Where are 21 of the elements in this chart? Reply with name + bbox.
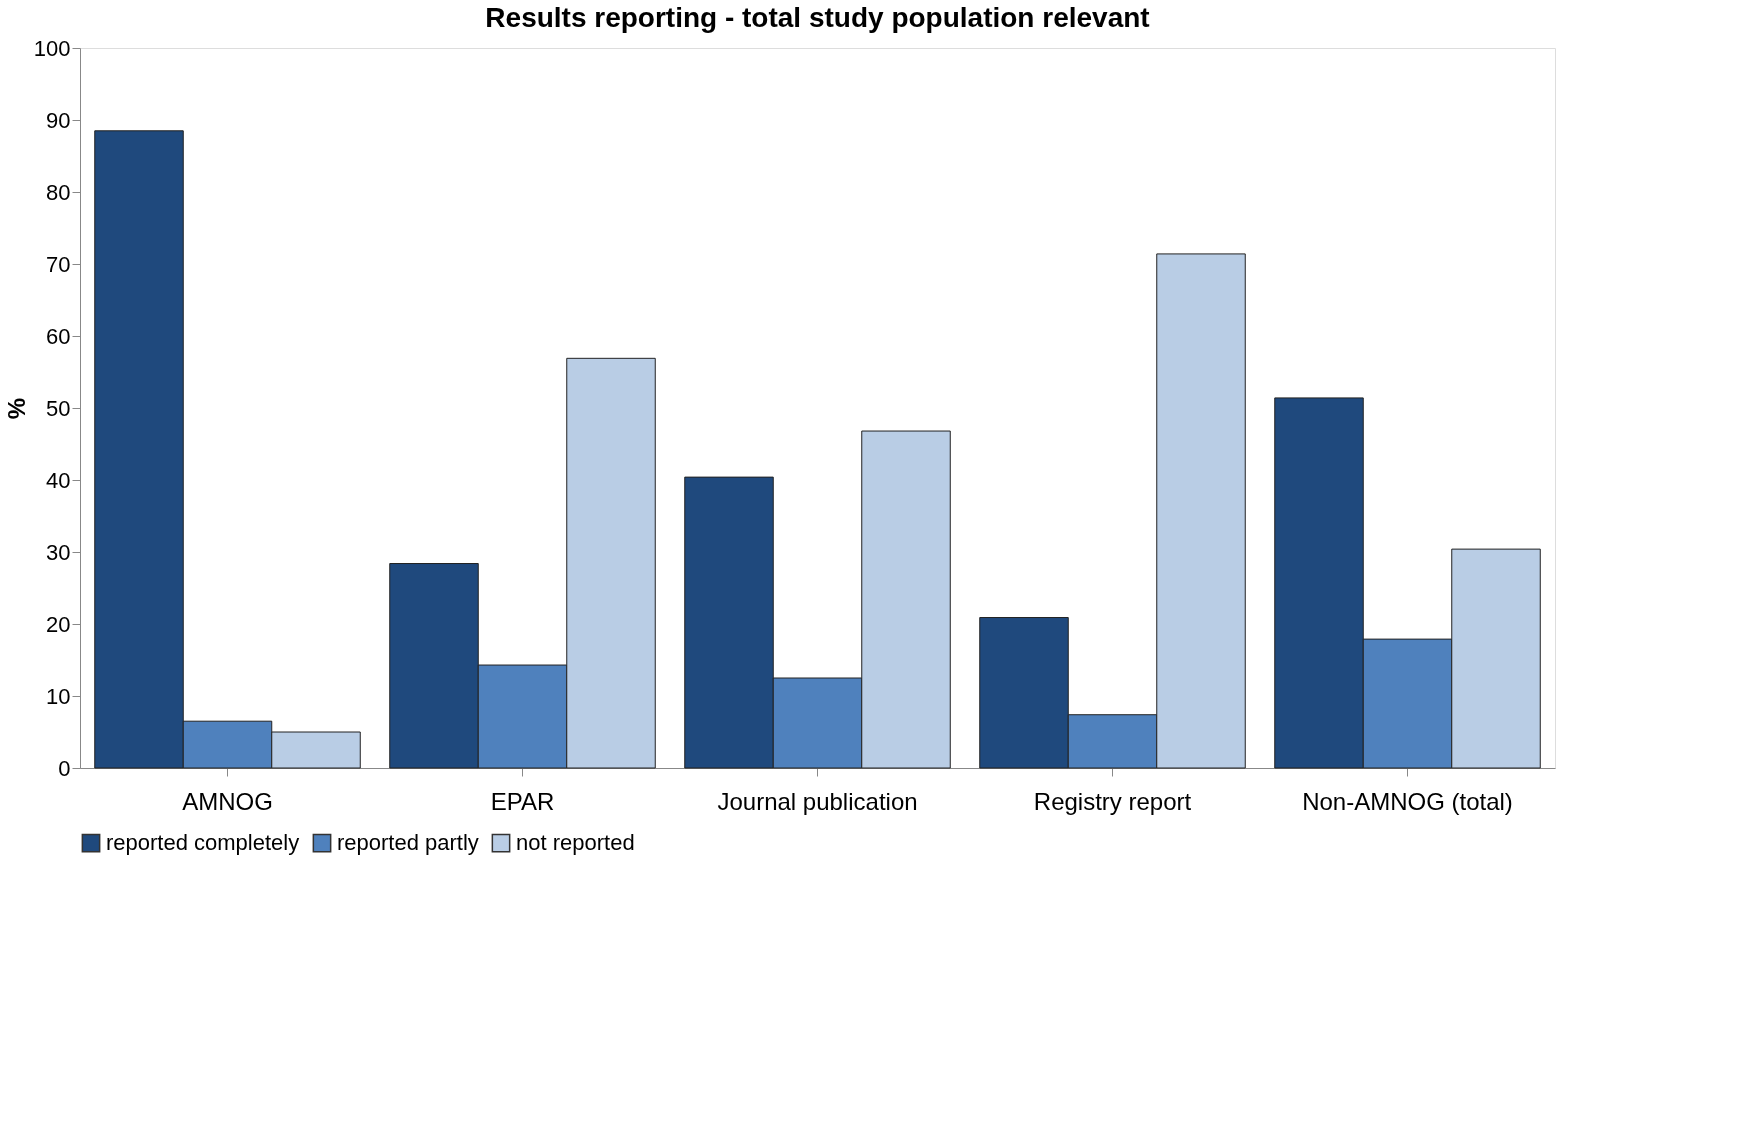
y-tick-label: 60	[46, 323, 71, 349]
legend-label: reported partly	[337, 830, 479, 856]
x-tick-label: EPAR	[490, 787, 555, 815]
y-tick-label: 20	[46, 611, 71, 637]
y-tick-label: 90	[46, 107, 71, 133]
y-tick-label: 70	[46, 251, 71, 277]
x-tick-label: Registry report	[1033, 787, 1192, 815]
x-tick-label: Journal publication	[717, 787, 918, 815]
y-tick-label: 30	[46, 539, 71, 565]
legend-label: not reported	[516, 830, 635, 856]
legend-label: reported completely	[106, 830, 300, 856]
y-tick-label: 100	[33, 35, 71, 61]
chart-title: Results reporting - total study population relevant	[485, 2, 1150, 33]
x-tick-label: AMNOG	[182, 787, 273, 815]
y-tick-label: 40	[46, 467, 71, 493]
y-axis-title: %	[2, 397, 30, 420]
y-tick-label: 0	[58, 755, 71, 781]
y-tick-label: 80	[46, 179, 71, 205]
y-tick-label: 10	[46, 683, 71, 709]
x-tick-label: Non-AMNOG (total)	[1302, 787, 1513, 815]
y-tick-label: 50	[46, 395, 71, 421]
